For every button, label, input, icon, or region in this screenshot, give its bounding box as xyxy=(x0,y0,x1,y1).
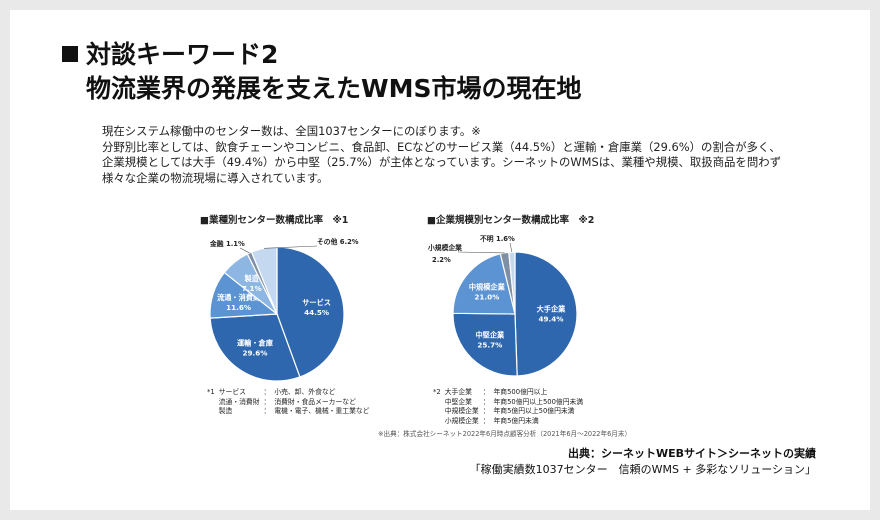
slice-label: 大手企業 xyxy=(537,304,567,313)
note-sep: ： xyxy=(482,397,490,406)
leader-line xyxy=(264,245,318,249)
slice-label: サービス xyxy=(302,298,331,307)
industry-notes: *1 サービス ： 小売、卸、外食など 流通・消費財 ： 消費財・食品メーカーな… xyxy=(207,388,373,417)
note-term: 小規模企業 xyxy=(444,416,479,425)
note-term: 中規模企業 xyxy=(444,407,479,415)
leader-line xyxy=(239,247,250,254)
pie-slice xyxy=(508,251,516,315)
slice-label: 小規模企業 xyxy=(427,243,462,252)
note-desc: 年商50億円以上500億円未満 xyxy=(493,397,584,406)
note-sep: ： xyxy=(482,416,490,425)
company-note-row: 中規模企業 ： 年商5億円以上50億円未満 xyxy=(433,407,587,417)
intro-text: 現在システム稼働中のセンター数は、全国1037センターにのぼります。※ 分野別比… xyxy=(102,124,782,186)
slice-label: 中規模企業 xyxy=(469,283,506,292)
pie-slice xyxy=(452,312,518,377)
note-desc: 年商5億円以上50億円未満 xyxy=(493,407,575,415)
note-term: サービス xyxy=(218,388,246,396)
leader-line xyxy=(457,251,505,254)
slice-value: 1.1% xyxy=(226,240,245,248)
source-citation: 出典：シーネットWEBサイト＞シーネットの実績 xyxy=(567,447,816,460)
industry-note-row: 流通・消費財 ： 消費財・食品メーカーなど xyxy=(207,398,373,408)
note-sep: ： xyxy=(263,397,271,406)
slice-value: 25.7% xyxy=(477,341,502,350)
source-citation-detail: 「稼働実績数1037センター 信頼のWMS + 多彩なソリューション」 xyxy=(469,463,816,476)
pie-slice xyxy=(452,253,516,315)
note-sep: ： xyxy=(482,407,490,415)
slice-value: 2.2% xyxy=(432,256,451,264)
slice-value: 1.6% xyxy=(496,235,515,243)
note-desc: 消費財・食品メーカーなど xyxy=(274,397,356,406)
pie-slice xyxy=(276,246,345,378)
slide xyxy=(10,10,870,510)
slice-value: 49.4% xyxy=(538,314,563,323)
slice-value: 6.2% xyxy=(340,238,359,246)
company-size-notes: *2 大手企業 ： 年商500億円以上 中堅企業 ： 年商50億円以上500億円… xyxy=(433,388,587,426)
slice-label: その他 6.2% xyxy=(317,237,359,246)
industry-note-row: *1 サービス ： 小売、卸、外食など xyxy=(207,388,373,398)
slice-label: 流通・消費財 xyxy=(217,293,261,302)
note-term: 中堅企業 xyxy=(444,397,472,406)
company-note-row: 小規模企業 ： 年商5億円未満 xyxy=(433,417,587,427)
note-term: 流通・消費財 xyxy=(218,397,260,406)
pie-slice xyxy=(514,251,578,377)
note-term: 大手企業 xyxy=(444,388,472,396)
data-source-footnote: ※出典：株式会社シーネット2022年6月時点顧客分析（2021年6月～2022年… xyxy=(378,430,632,438)
title-line-2: 物流業界の発展を支えたWMS市場の現在地 xyxy=(86,74,582,103)
slice-label: 金融 1.1% xyxy=(209,239,245,248)
notes-marker: *1 xyxy=(207,388,215,396)
company-note-row: *2 大手企業 ： 年商500億円以上 xyxy=(433,388,587,398)
slice-value: 21.0% xyxy=(474,293,499,302)
slice-value: 44.5% xyxy=(304,308,329,317)
note-desc: 年商500億円以上 xyxy=(493,388,548,396)
slice-value: 7.1% xyxy=(242,284,262,293)
company-size-chart-title: ■企業規模別センター数構成比率 ※2 xyxy=(427,215,595,226)
note-sep: ： xyxy=(482,388,490,396)
slice-label: 中堅企業 xyxy=(475,331,505,340)
note-term: 製造 xyxy=(218,407,233,415)
slice-label: 製造 xyxy=(243,274,259,283)
pie-slice xyxy=(209,313,301,382)
pie-slice xyxy=(250,246,278,315)
note-desc: 小売、卸、外食など xyxy=(274,388,336,396)
slice-value: 11.6% xyxy=(226,303,251,312)
company-note-row: 中堅企業 ： 年商50億円以上500億円未満 xyxy=(433,398,587,408)
title-line-1: 対談キーワード2 xyxy=(86,40,279,69)
note-desc: 年商5億円未満 xyxy=(493,416,539,425)
intro-line-2: 分野別比率としては、飲食チェーンやコンビニ、食品卸、ECなどのサービス業（44.… xyxy=(102,139,781,185)
leader-line xyxy=(509,242,513,253)
notes-marker: *2 xyxy=(433,388,441,396)
intro-line-1: 現在システム稼働中のセンター数は、全国1037センターにのぼります。※ xyxy=(102,124,481,138)
industry-note-row: 製造 ： 電機・電子、機械・重工業など xyxy=(207,407,373,417)
square-bullet-icon xyxy=(62,46,78,62)
note-sep: ： xyxy=(263,388,271,396)
slice-value: 29.6% xyxy=(242,349,267,358)
note-sep: ： xyxy=(263,407,271,415)
slice-label: 不明 1.6% xyxy=(480,234,515,243)
industry-chart-title: ■業種別センター数構成比率 ※1 xyxy=(200,215,349,226)
slice-label: 運輸・倉庫 xyxy=(237,339,274,348)
slide-title: 対談キーワード2 物流業界の発展を支えたWMS市場の現在地 xyxy=(62,38,581,106)
note-desc: 電機・電子、機械・重工業など xyxy=(274,407,370,415)
